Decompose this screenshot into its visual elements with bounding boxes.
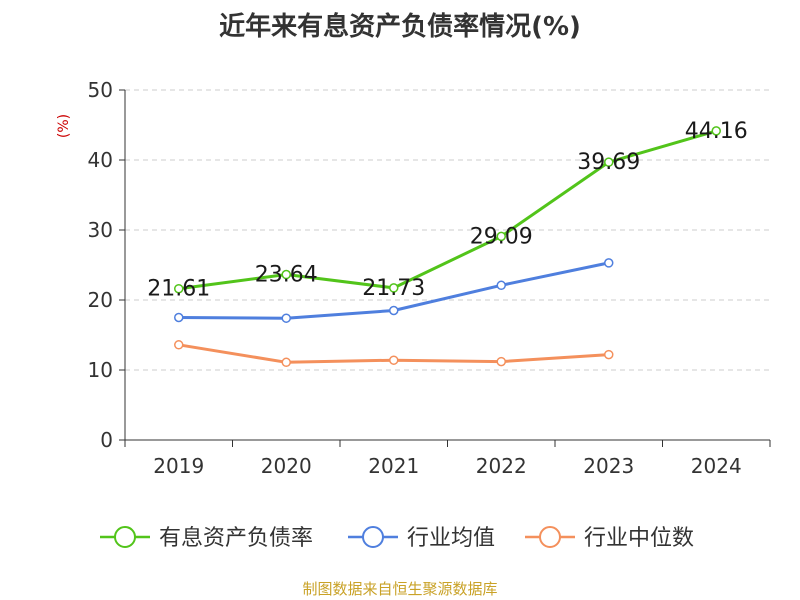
data-point [174, 340, 184, 350]
data-point [281, 269, 291, 280]
x-tick-label: 2023 [583, 454, 634, 478]
data-point [174, 283, 184, 294]
data-point [389, 305, 399, 316]
data-label: 44.16 [685, 119, 748, 144]
source-note: 制图数据来自恒生聚源数据库 [302, 580, 498, 598]
data-label: 39.69 [577, 150, 640, 175]
data-point [604, 157, 614, 167]
legend-label: 行业中位数 [584, 526, 694, 551]
legend-item: 行业中位数 [525, 526, 694, 551]
legend-label: 有息资产负债率 [159, 526, 313, 551]
legend-swatch-marker [539, 526, 561, 548]
x-tick-label: 2020 [261, 454, 312, 478]
x-tick-label: 2022 [476, 454, 527, 478]
legend: 有息资产负债率 行业均值 行业中位数 [100, 526, 694, 551]
y-axis-unit-label: (%) [56, 114, 72, 138]
series-lines [174, 126, 721, 368]
chart-title: 近年来有息资产负债率情况(%) [219, 12, 581, 42]
data-point [389, 355, 399, 365]
data-point [174, 312, 184, 323]
data-point [281, 313, 291, 323]
y-tick-label: 0 [100, 428, 113, 452]
x-tick-label: 2024 [691, 454, 742, 478]
x-tick-label: 2021 [368, 454, 419, 478]
data-label: 23.64 [255, 263, 318, 288]
data-point [496, 356, 506, 367]
data-label: 21.73 [362, 276, 425, 301]
data-point [389, 283, 399, 293]
legend-item: 行业均值 [348, 526, 495, 551]
data-label: 21.61 [147, 277, 210, 302]
y-tick-label: 50 [88, 78, 113, 102]
legend-swatch-marker [114, 526, 136, 548]
legend-label: 行业均值 [407, 526, 495, 551]
legend-item: 有息资产负债率 [100, 526, 313, 551]
data-point [496, 231, 506, 242]
data-point [604, 258, 614, 268]
data-point [711, 126, 721, 136]
series-line [178, 129, 717, 291]
legend-swatch-marker [362, 526, 384, 548]
y-tick-label: 30 [88, 218, 113, 242]
data-labels: 21.61 23.64 21.73 29.09 39.69 44.16 [147, 119, 747, 302]
y-axis: 0 10 20 30 40 50 [88, 78, 126, 452]
x-tick-label: 2019 [153, 454, 204, 478]
data-label: 29.09 [470, 224, 533, 249]
data-point [496, 280, 506, 291]
gridlines [125, 89, 770, 371]
y-tick-label: 10 [88, 358, 113, 382]
y-tick-label: 40 [88, 148, 113, 172]
data-point [604, 349, 614, 360]
x-axis: 2019 2020 2021 2022 2023 2024 [124, 439, 771, 478]
data-point [281, 357, 291, 368]
y-tick-label: 20 [88, 288, 113, 312]
